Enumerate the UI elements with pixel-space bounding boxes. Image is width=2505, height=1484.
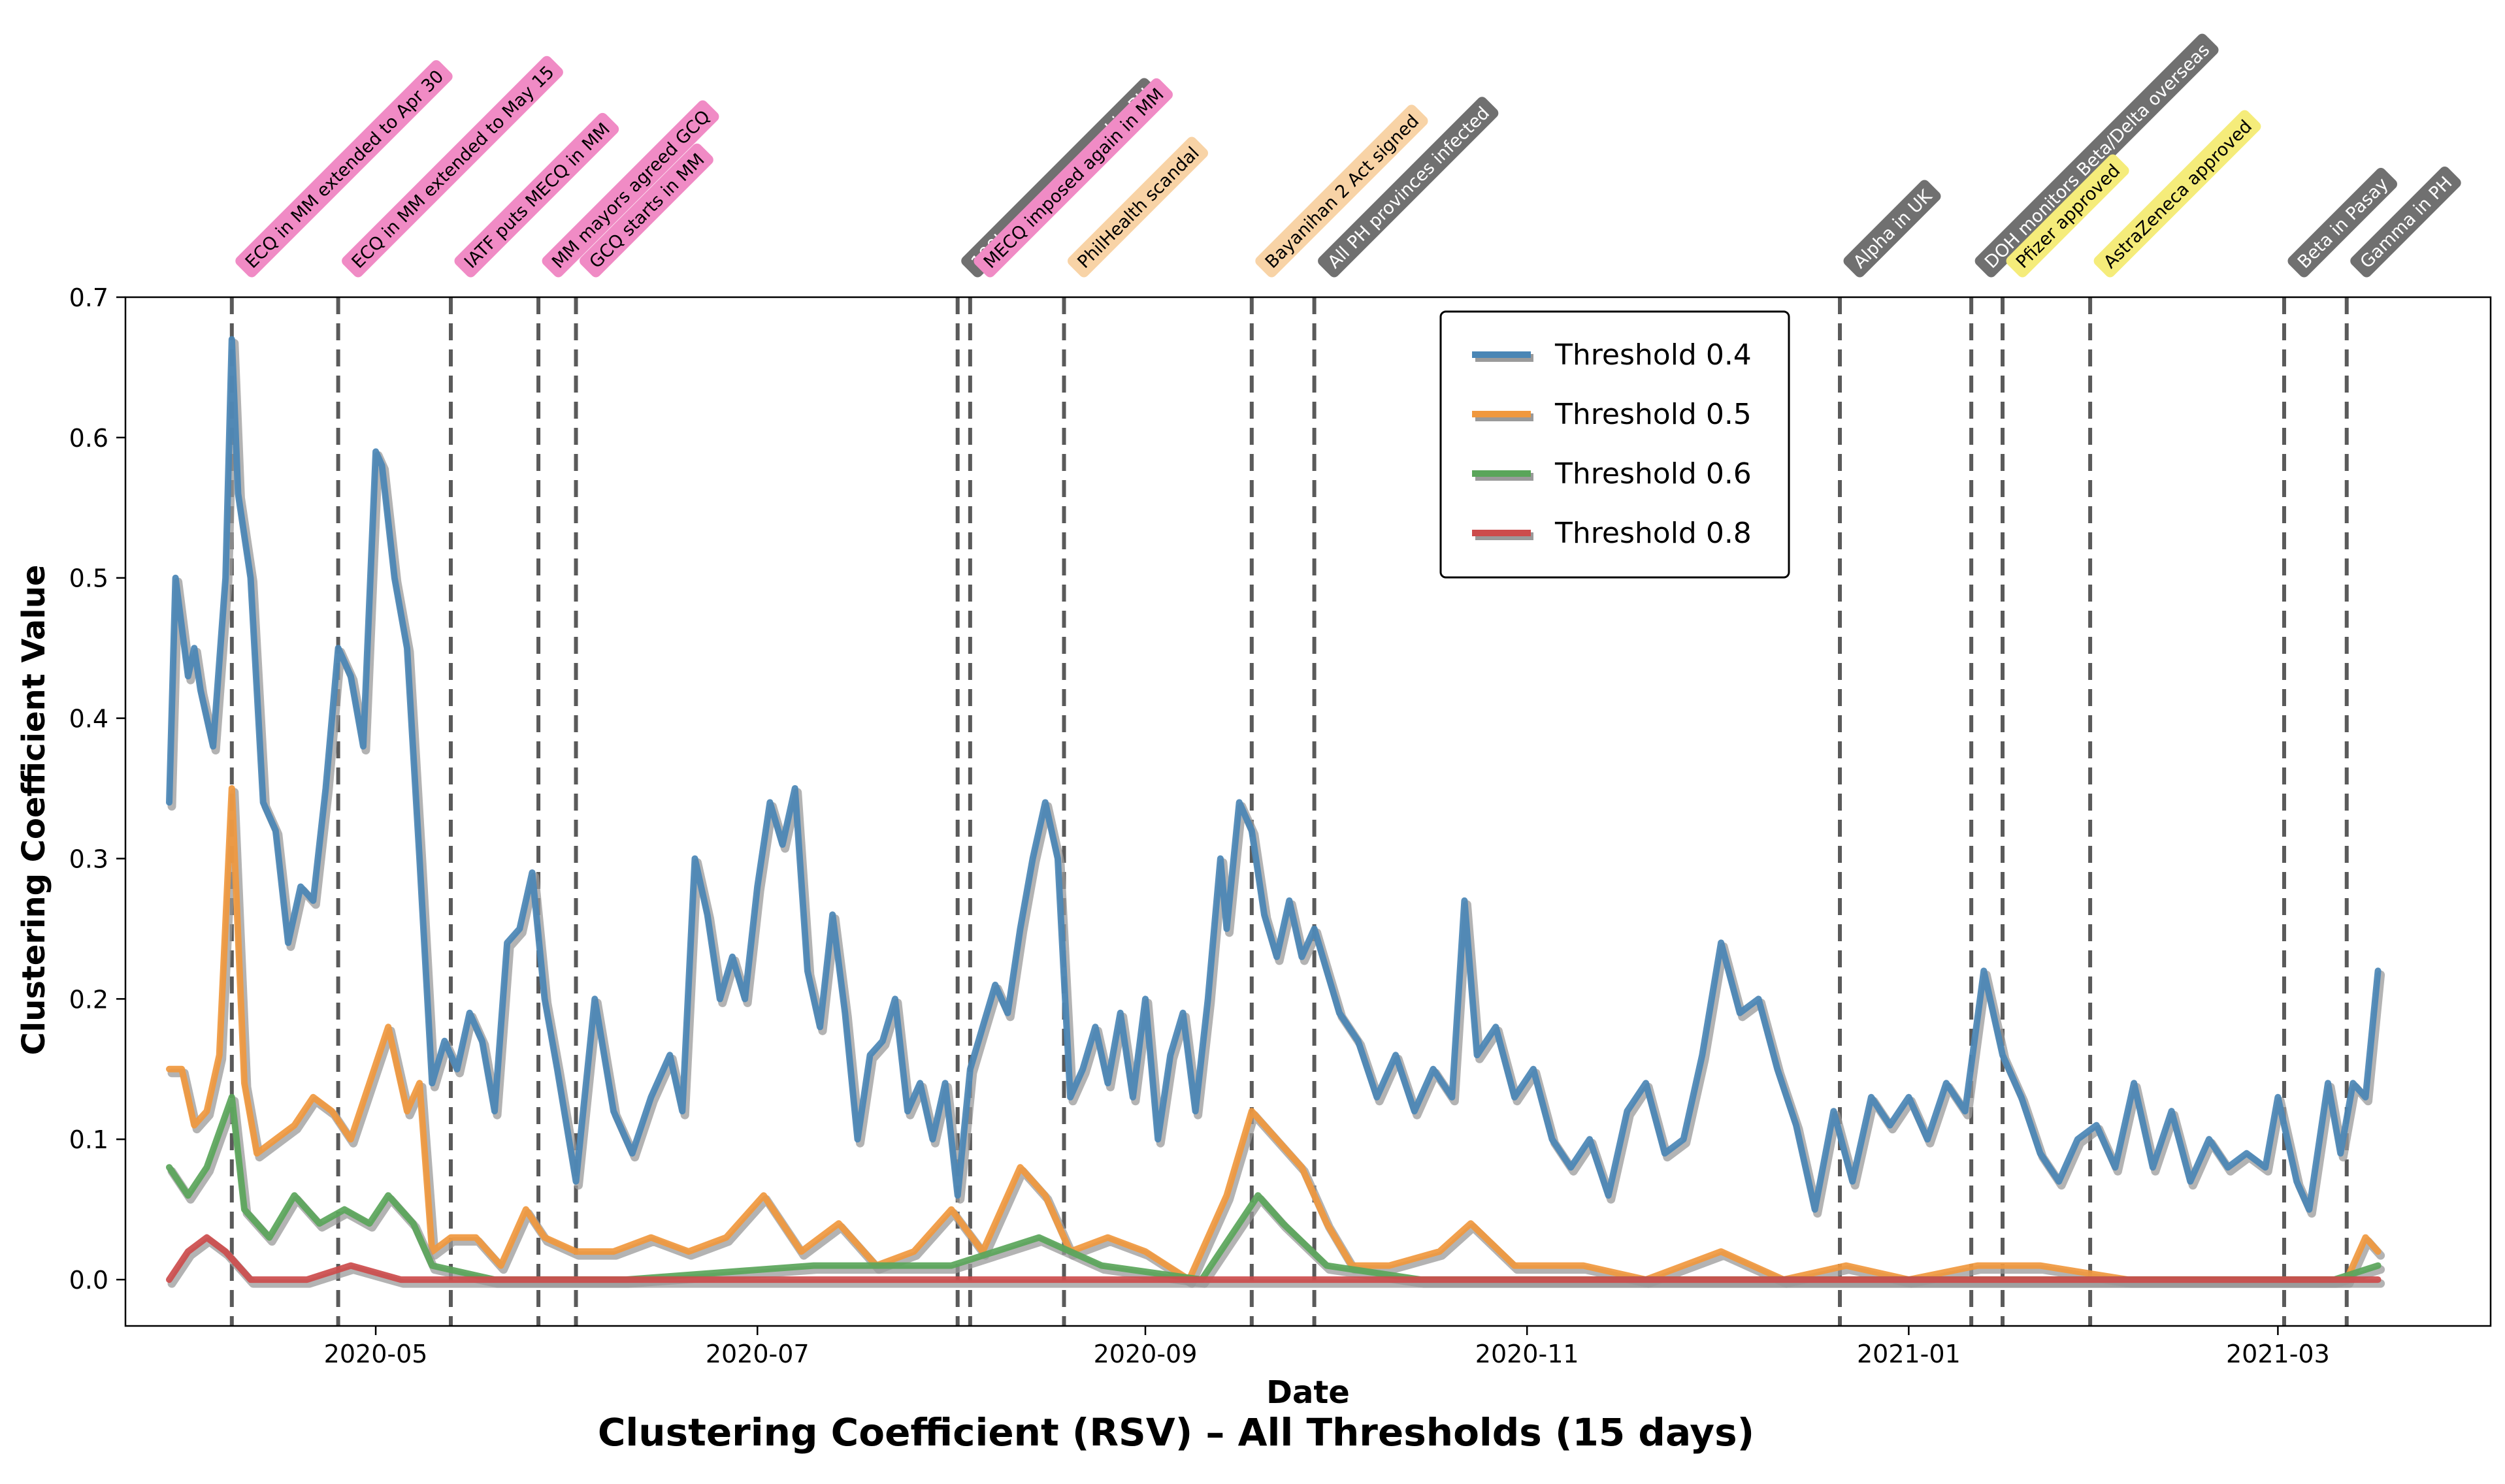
series-threshold-0-5 xyxy=(166,785,2385,1288)
event-label-box xyxy=(2093,110,2261,278)
y-tick-label: 0.5 xyxy=(69,564,108,593)
event-label-box xyxy=(2350,167,2461,278)
event-label-box xyxy=(580,143,713,278)
legend: Threshold 0.4 Threshold 0.5 Threshold 0.6 T… xyxy=(1439,310,1790,579)
event-label-box xyxy=(2006,154,2129,278)
event-label-box xyxy=(1318,97,1499,278)
y-tick-label: 0.3 xyxy=(69,845,108,873)
event-label-box xyxy=(1068,137,1209,278)
legend-box xyxy=(1439,310,1790,579)
event-label-box xyxy=(1974,33,2219,278)
x-tick-label: 2020-11 xyxy=(1475,1340,1579,1368)
x-axis-title: Date xyxy=(1266,1374,1350,1411)
event-label-box xyxy=(454,112,619,278)
series-line xyxy=(166,1234,2382,1283)
x-axis: 2020-05 2020-07 2020-09 2020-11 2021-01 2021-… xyxy=(324,1326,2330,1368)
series-line xyxy=(166,336,2382,1213)
legend-entry: Threshold 0.5 xyxy=(1472,398,1752,431)
legend-entry: Threshold 0.8 xyxy=(1472,517,1752,550)
plot-area xyxy=(125,297,2491,1326)
y-tick-label: 0.7 xyxy=(69,283,108,312)
legend-entry: Threshold 0.4 xyxy=(1472,338,1752,372)
plot-frame xyxy=(124,296,2492,1327)
x-tick-label: 2020-09 xyxy=(1094,1340,1198,1368)
x-tick-label: 2020-07 xyxy=(706,1340,810,1368)
y-tick-label: 0.1 xyxy=(69,1125,108,1154)
event-label-box xyxy=(542,100,719,278)
event-label-box xyxy=(974,78,1173,278)
legend-entry: Threshold 0.6 xyxy=(1472,457,1752,491)
chart-title: Clustering Coefficient (RSV) – All Thres… xyxy=(598,1410,1754,1455)
y-axis: 0.0 0.1 0.2 0.3 0.4 0.5 0.6 0.7 xyxy=(69,283,125,1295)
y-tick-label: 0.4 xyxy=(69,705,108,734)
legend-label: Threshold 0.6 xyxy=(1554,457,1752,491)
event-label-box xyxy=(342,56,563,278)
y-tick-label: 0.6 xyxy=(69,424,108,453)
legend-label: Threshold 0.4 xyxy=(1554,338,1752,372)
event-label-box xyxy=(235,60,453,278)
x-tick-label: 2021-01 xyxy=(1857,1340,1961,1368)
y-axis-title: Clustering Coefficient Value xyxy=(16,565,52,1056)
legend-label: Threshold 0.8 xyxy=(1554,517,1752,550)
series-line-shadow xyxy=(167,1237,2385,1288)
x-tick-label: 2021-03 xyxy=(2226,1340,2330,1368)
event-label-box xyxy=(1843,180,1941,278)
series-threshold-0-4 xyxy=(166,336,2385,1218)
y-tick-label: 0.2 xyxy=(69,985,108,1014)
y-tick-label: 0.0 xyxy=(69,1266,108,1295)
x-tick-label: 2020-05 xyxy=(324,1340,428,1368)
series-line xyxy=(166,785,2382,1283)
event-label-box xyxy=(2287,167,2397,278)
legend-label: Threshold 0.5 xyxy=(1554,398,1752,431)
series-lines xyxy=(166,336,2385,1288)
series-threshold-0-8 xyxy=(166,1234,2385,1288)
event-label-box xyxy=(1255,105,1428,278)
